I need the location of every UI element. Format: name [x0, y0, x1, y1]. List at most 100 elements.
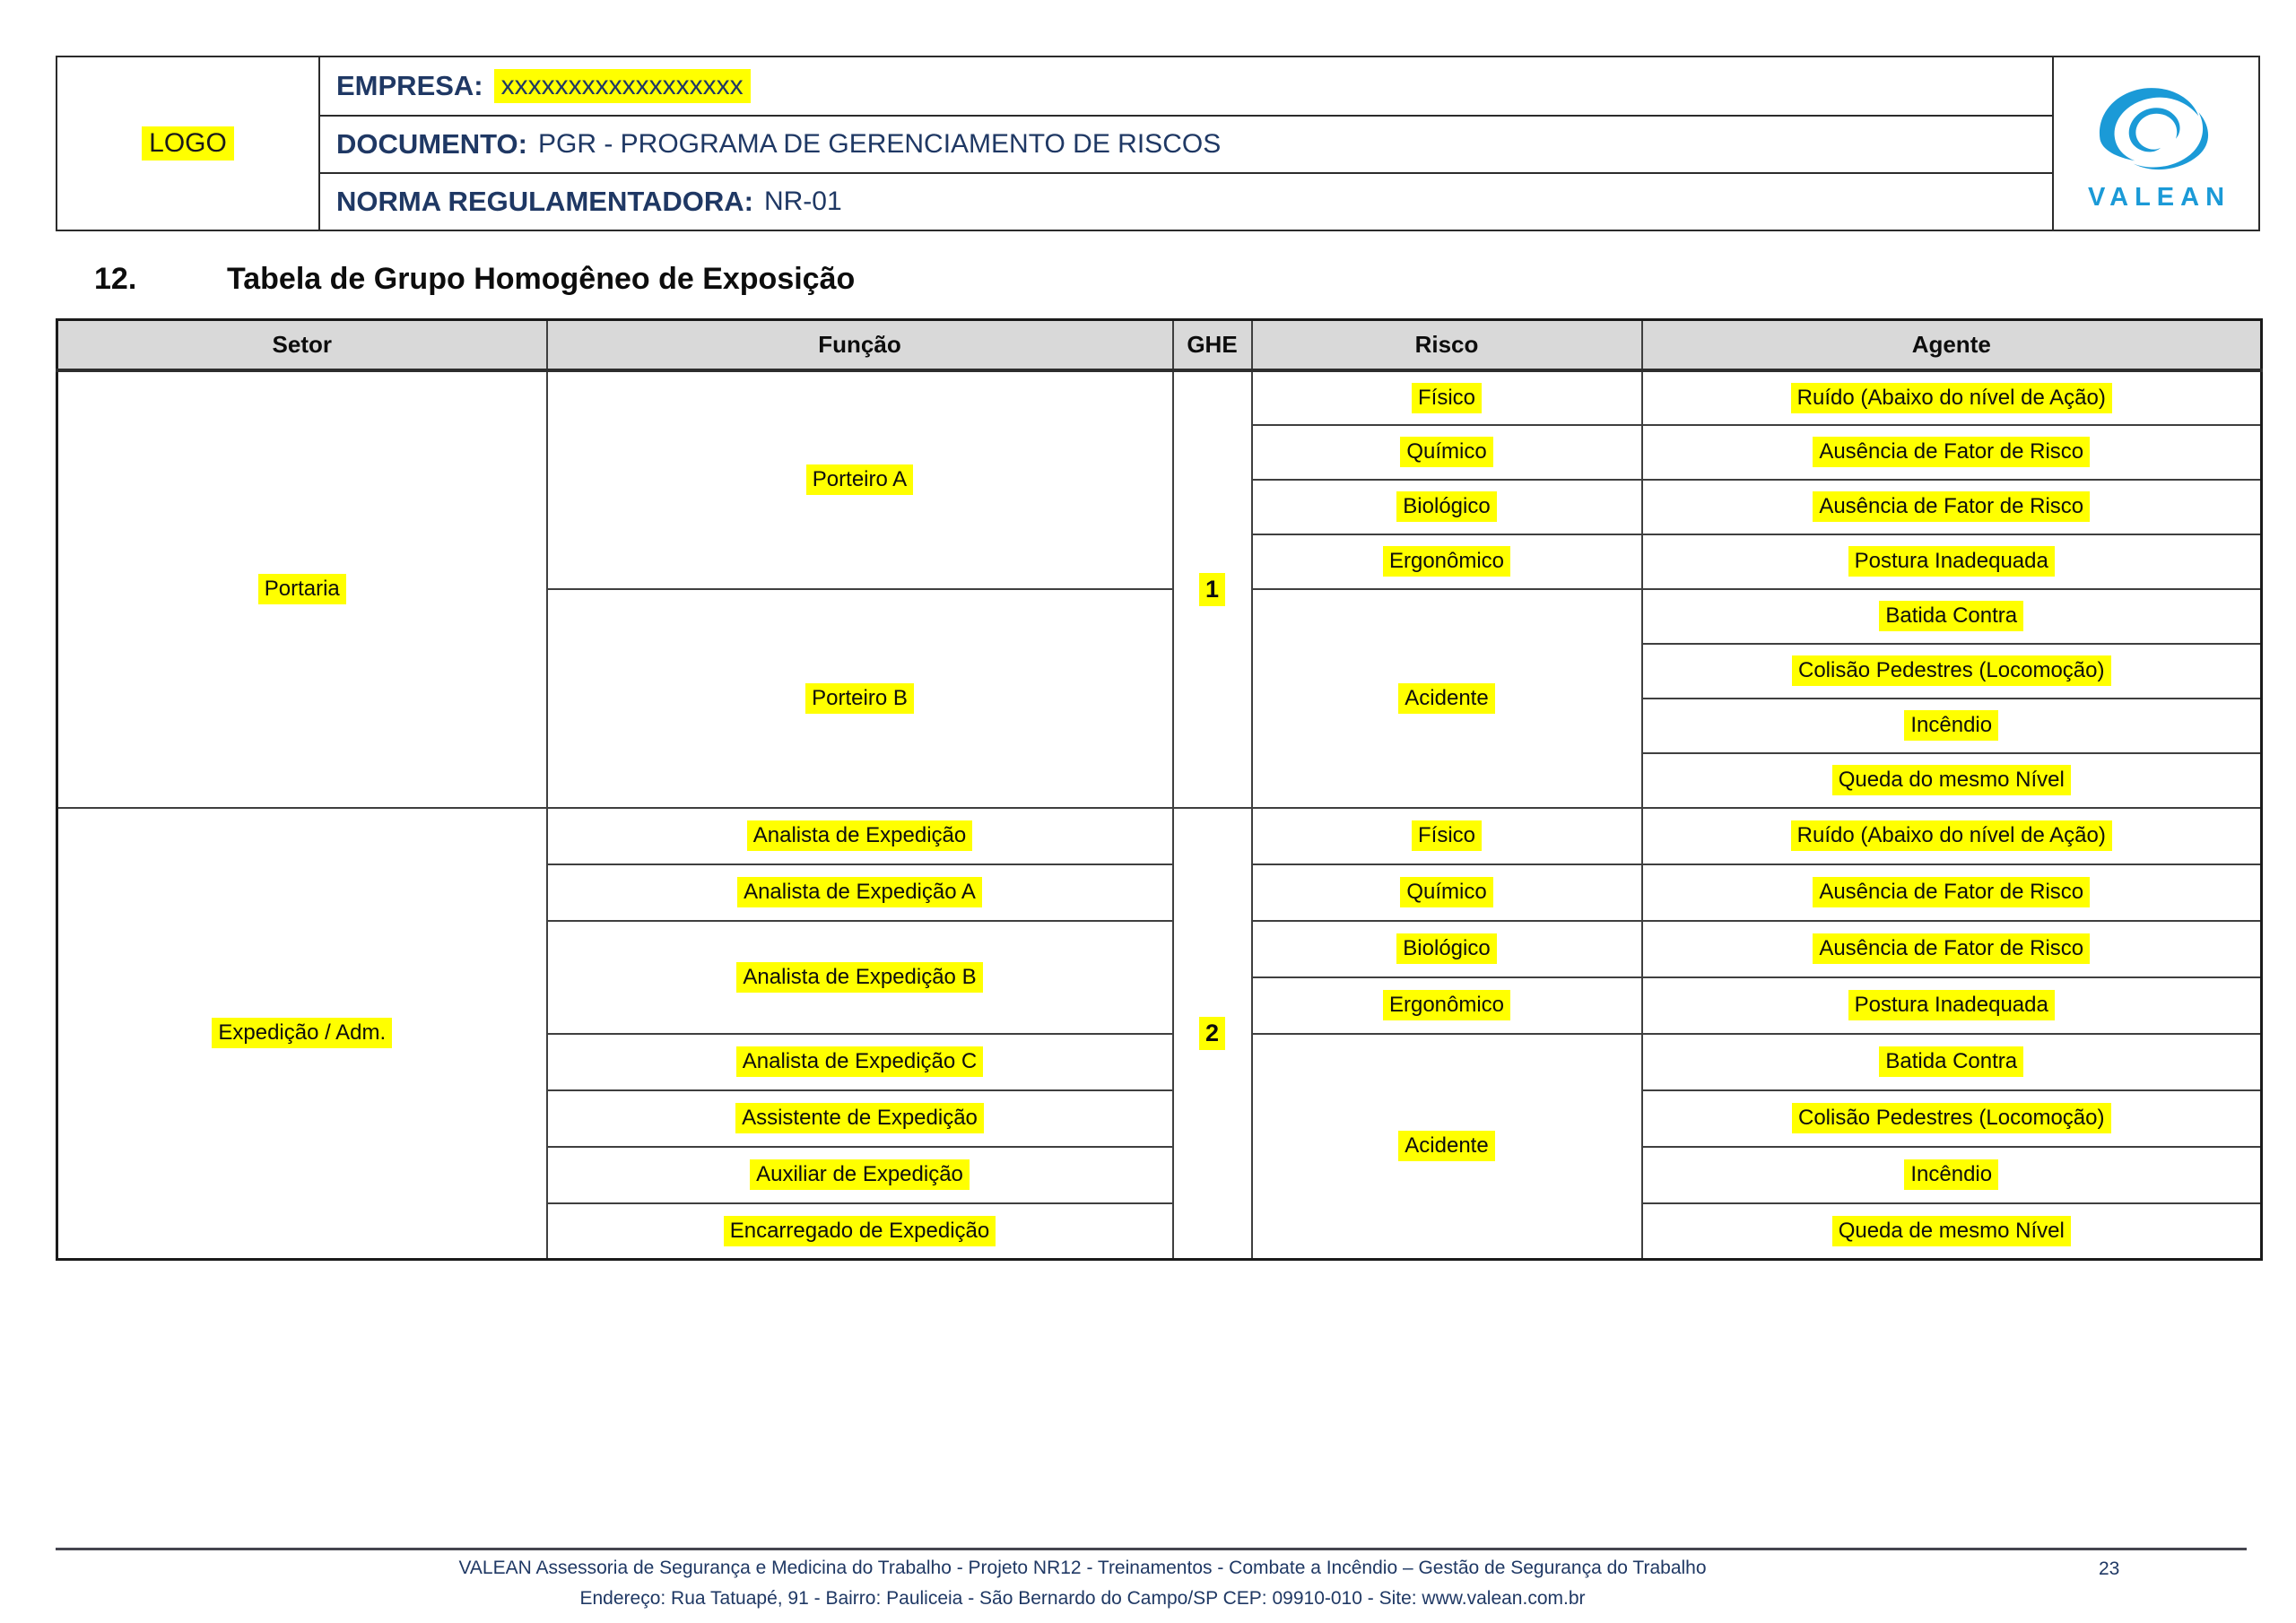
setor-cell: Expedição / Adm. — [56, 806, 548, 1261]
risco-text: Ergonômico — [1382, 990, 1511, 1020]
ghe-text: 2 — [1198, 1016, 1226, 1050]
norma-label: NORMA REGULAMENTADORA: — [336, 186, 753, 217]
table-row: Porteiro B Acidente Batida Contra — [57, 587, 2263, 809]
table-row: Assistente de Expedição Colisão Pedestre… — [57, 1089, 2263, 1148]
agente-cell: Ausência de Fator de Risco — [1640, 919, 2263, 978]
agente-text: Batida Contra — [1879, 1046, 2024, 1077]
table-row: Queda do mesmo Nível — [57, 751, 2263, 809]
agente-text: Ausência de Fator de Risco — [1813, 491, 2091, 522]
risco-text: Ergonômico — [1382, 546, 1511, 577]
agente-cell: Colisão Pedestres (Locomoção) — [1640, 1089, 2263, 1148]
agente-cell: Postura Inadequada — [1640, 533, 2263, 590]
risco-text: Físico — [1411, 820, 1482, 851]
section-title: 12. Tabela de Grupo Homogêneo de Exposiç… — [94, 262, 855, 297]
risco-cell: Acidente — [1250, 1032, 1643, 1261]
ghe-cell: 1 — [1171, 369, 1253, 809]
funcao-cell: Encarregado de Expedição — [545, 1202, 1174, 1261]
table-row: Incêndio — [57, 697, 2263, 754]
ghe-cell: 2 — [1171, 806, 1253, 1261]
agente-text: Postura Inadequada — [1848, 990, 2055, 1020]
agente-text: Ruído (Abaixo do nível de Ação) — [1790, 382, 2112, 413]
agente-text: Queda de mesmo Nível — [1831, 1215, 2071, 1246]
table-header-row: Setor Função GHE Risco Agente — [56, 318, 2263, 372]
page-number: 23 — [2099, 1558, 2120, 1579]
section-title-text: Tabela de Grupo Homogêneo de Exposição — [227, 262, 856, 296]
footer-text-block: VALEAN Assessoria de Segurança e Medicin… — [56, 1553, 2109, 1614]
agente-cell: Queda do mesmo Nível — [1640, 751, 2263, 809]
agente-text: Colisão Pedestres (Locomoção) — [1792, 1103, 2111, 1133]
agente-cell: Queda de mesmo Nível — [1640, 1202, 2263, 1261]
norma-value: NR-01 — [763, 187, 842, 216]
documento-label: DOCUMENTO: — [336, 128, 527, 160]
field-row-documento: DOCUMENTO: PGR - PROGRAMA DE GERENCIAMEN… — [320, 117, 2052, 174]
agente-cell: Batida Contra — [1640, 587, 2263, 645]
risco-cell: Físico — [1250, 806, 1643, 865]
column-header-risco: Risco — [1250, 318, 1643, 372]
agente-text: Batida Contra — [1879, 601, 2024, 631]
table-row: Analista de Expedição C Acidente Batida … — [57, 1032, 2263, 1261]
agente-text: Colisão Pedestres (Locomoção) — [1792, 655, 2111, 686]
risco-text: Químico — [1400, 437, 1493, 467]
setor-text: Expedição / Adm. — [212, 1018, 393, 1049]
risco-text: Físico — [1411, 382, 1482, 413]
agente-cell: Ausência de Fator de Risco — [1640, 478, 2263, 535]
funcao-text: Analista de Expedição C — [735, 1046, 984, 1077]
funcao-text: Assistente de Expedição — [735, 1103, 984, 1133]
agente-cell: Batida Contra — [1640, 1032, 2263, 1091]
risco-cell: Biológico — [1250, 919, 1643, 978]
column-header-funcao: Função — [545, 318, 1174, 372]
agente-text: Queda do mesmo Nível — [1831, 765, 2071, 795]
documento-value: PGR - PROGRAMA DE GERENCIAMENTO DE RISCO… — [537, 129, 1222, 159]
funcao-cell: Analista de Expedição — [545, 806, 1174, 865]
risco-cell: Acidente — [1250, 587, 1643, 809]
field-row-empresa: EMPRESA: xxxxxxxxxxxxxxxxxx — [320, 57, 2052, 117]
section-number: 12. — [94, 262, 137, 296]
risco-cell: Químico — [1250, 423, 1643, 481]
setor-cell: Portaria — [56, 369, 548, 809]
footer-divider — [56, 1548, 2247, 1550]
risco-cell: Químico — [1250, 863, 1643, 922]
logo-cell: LOGO — [57, 57, 320, 230]
agente-text: Postura Inadequada — [1848, 546, 2055, 577]
risco-cell: Ergonômico — [1250, 976, 1643, 1035]
funcao-cell: Porteiro B — [545, 587, 1174, 809]
funcao-cell: Assistente de Expedição — [545, 1089, 1174, 1148]
risco-text: Acidente — [1398, 1131, 1495, 1162]
funcao-cell: Analista de Expedição B — [545, 919, 1174, 1035]
funcao-cell: Auxiliar de Expedição — [545, 1145, 1174, 1204]
ghe-text: 1 — [1198, 572, 1226, 606]
risco-text: Químico — [1400, 877, 1493, 907]
agente-cell: Ausência de Fator de Risco — [1640, 863, 2263, 922]
ghe-table: Setor Função GHE Risco Agente Portaria P… — [56, 318, 2263, 1261]
funcao-cell: Porteiro A — [545, 369, 1174, 590]
table-row: Biológico Ausência de Fator de Risco — [57, 478, 2263, 535]
agente-cell: Colisão Pedestres (Locomoção) — [1640, 642, 2263, 699]
field-row-norma: NORMA REGULAMENTADORA: NR-01 — [320, 174, 2052, 230]
valean-swirl-logo-icon — [2099, 87, 2209, 169]
funcao-cell: Analista de Expedição C — [545, 1032, 1174, 1091]
funcao-text: Encarregado de Expedição — [723, 1215, 996, 1246]
table-row: Químico Ausência de Fator de Risco — [57, 423, 2263, 481]
risco-text: Biológico — [1396, 933, 1497, 964]
table-row: Auxiliar de Expedição Incêndio — [57, 1145, 2263, 1204]
agente-text: Incêndio — [1904, 1159, 1999, 1190]
risco-cell: Ergonômico — [1250, 533, 1643, 590]
setor-text: Portaria — [257, 574, 346, 604]
empresa-label: EMPRESA: — [336, 70, 483, 101]
column-header-agente: Agente — [1640, 318, 2263, 372]
funcao-text: Analista de Expedição A — [737, 877, 982, 907]
table-row: Portaria Porteiro A 1 Físico Ruído (Abai… — [56, 369, 2263, 809]
header-fields: EMPRESA: xxxxxxxxxxxxxxxxxx DOCUMENTO: P… — [320, 57, 2054, 230]
agente-text: Ausência de Fator de Risco — [1813, 437, 2091, 467]
valean-wordmark: VALEAN — [2087, 182, 2231, 212]
brand-cell: VALEAN — [2054, 57, 2258, 230]
agente-cell: Incêndio — [1640, 697, 2263, 754]
funcao-text: Porteiro B — [805, 682, 914, 714]
document-header-box: LOGO EMPRESA: xxxxxxxxxxxxxxxxxx DOCUMEN… — [56, 56, 2260, 231]
risco-cell: Físico — [1250, 369, 1643, 426]
table-row: Colisão Pedestres (Locomoção) — [57, 642, 2263, 699]
table-row: Encarregado de Expedição Queda de mesmo … — [57, 1202, 2263, 1261]
funcao-text: Analista de Expedição B — [736, 961, 983, 993]
agente-cell: Postura Inadequada — [1640, 976, 2263, 1035]
